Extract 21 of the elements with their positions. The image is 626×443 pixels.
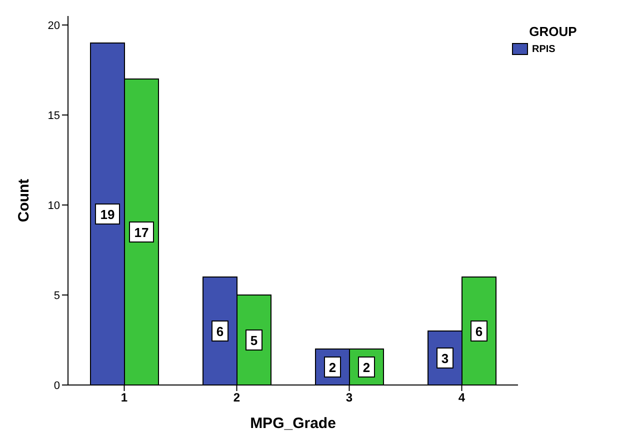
data-label: 6: [216, 324, 224, 339]
data-label: 2: [362, 360, 370, 375]
y-tick-label: 10: [48, 200, 60, 212]
y-tick-label: 5: [54, 290, 60, 302]
y-tick-label: 15: [48, 110, 60, 122]
y-tick-label: 20: [48, 20, 60, 32]
x-tick-label: 3: [346, 390, 353, 405]
x-tick-label: 1: [120, 390, 128, 405]
x-axis-title: MPG_Grade: [250, 415, 336, 432]
data-label: 17: [134, 225, 149, 240]
x-tick-label: 4: [458, 390, 466, 405]
data-label: 6: [475, 324, 483, 339]
data-label: 3: [441, 351, 449, 366]
y-tick-label: 0: [54, 380, 60, 392]
x-tick-label: 2: [233, 390, 240, 405]
data-label: 2: [328, 360, 336, 375]
legend-title: GROUP: [528, 24, 578, 39]
data-label: 19: [100, 207, 115, 222]
data-label: 5: [250, 333, 258, 348]
y-axis-title: Count: [15, 178, 32, 222]
legend-label: RPIS: [531, 43, 556, 55]
